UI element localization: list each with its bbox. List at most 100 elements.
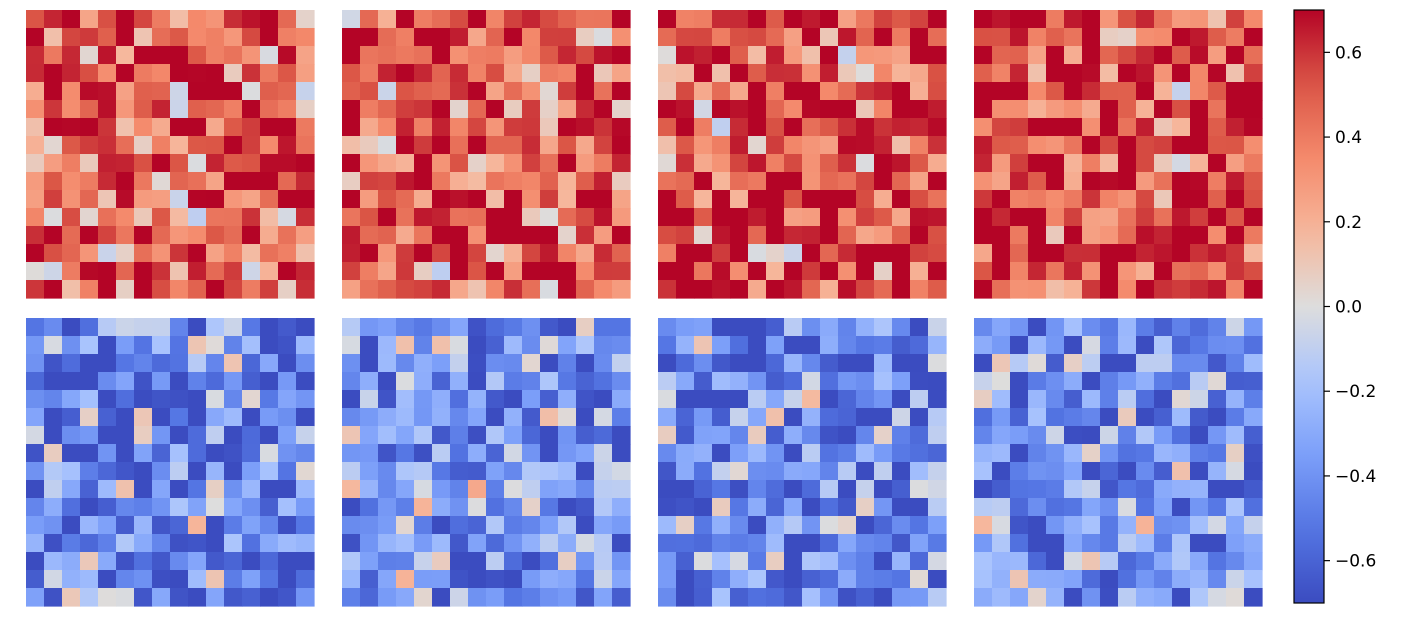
heatmap-cell [910,172,929,191]
heatmap-cell [1010,354,1029,373]
heatmap-cell [1118,390,1137,409]
heatmap-cell [540,336,559,355]
heatmap-cell [414,534,433,553]
heatmap-cell [486,444,505,463]
heatmap-cell [432,136,451,155]
heatmap-cell [1154,208,1173,227]
heatmap-cell [378,46,397,65]
heatmap-cell [730,280,749,299]
heatmap-cell [874,136,893,155]
heatmap-cell [1244,262,1263,281]
heatmap-cell [730,262,749,281]
heatmap-cell [612,208,631,227]
heatmap-cell [1082,118,1101,137]
heatmap-cell [116,136,135,155]
heatmap-cell [224,190,243,209]
heatmap-cell [892,318,911,337]
heatmap-cell [278,390,297,409]
heatmap-cell [1028,118,1047,137]
heatmap-cell [1046,10,1065,29]
heatmap-cell [224,100,243,119]
heatmap-cell [188,516,207,535]
heatmap-cell [928,462,947,481]
heatmap-cell [594,534,613,553]
heatmap-cell [432,390,451,409]
heatmap-cell [224,28,243,47]
heatmap-cell [504,354,523,373]
heatmap-cell [874,444,893,463]
heatmap-cell [1136,570,1155,589]
heatmap-cell [576,226,595,245]
heatmap-cell [928,172,947,191]
heatmap-cell [892,136,911,155]
heatmap-cell [152,480,171,499]
heatmap-cell [612,226,631,245]
heatmap-cell [260,372,279,391]
heatmap-cell [1028,426,1047,445]
heatmap-cell [540,534,559,553]
heatmap-cell [1136,372,1155,391]
heatmap-cell [1244,118,1263,137]
heatmap-cell [1064,534,1083,553]
heatmap-cell [802,262,821,281]
heatmap-cell [432,226,451,245]
heatmap-cell [856,100,875,119]
heatmap-cell [712,64,731,83]
heatmap-cell [188,82,207,101]
heatmap-cell [1010,136,1029,155]
heatmap-cell [784,390,803,409]
heatmap-cell [838,262,857,281]
heatmap-cell [206,172,225,191]
heatmap-cell [892,444,911,463]
heatmap-cell [522,190,541,209]
heatmap-cell [1064,570,1083,589]
heatmap-cell [594,336,613,355]
heatmap-cell [188,462,207,481]
heatmap-cell [594,462,613,481]
heatmap-cell [730,226,749,245]
heatmap-cell [992,354,1011,373]
heatmap-cell [992,570,1011,589]
heatmap-cell [766,552,785,571]
heatmap-cell [838,372,857,391]
heatmap-cell [1028,588,1047,607]
heatmap-cell [224,462,243,481]
heatmap-cell [1028,64,1047,83]
heatmap-cell [694,570,713,589]
heatmap-cell [874,408,893,427]
heatmap-cell [1046,588,1065,607]
heatmap-cell [612,390,631,409]
heatmap-cell [468,100,487,119]
heatmap-cell [612,244,631,263]
heatmap-cell [242,64,261,83]
heatmap-cell [1028,318,1047,337]
heatmap-cell [504,588,523,607]
heatmap-cell [1082,100,1101,119]
heatmap-cell [874,100,893,119]
heatmap-cell [992,516,1011,535]
heatmap-cell [98,390,117,409]
heatmap-cell [80,28,99,47]
heatmap-cell [98,190,117,209]
heatmap-cell [378,100,397,119]
heatmap-cell [748,426,767,445]
heatmap-cell [1046,154,1065,173]
heatmap-cell [504,534,523,553]
heatmap-cell [152,118,171,137]
heatmap-cell [152,570,171,589]
heatmap-cell [1010,444,1029,463]
heatmap-cell [378,354,397,373]
heatmap-cell [242,28,261,47]
heatmap-cell [224,588,243,607]
heatmap-cell [278,462,297,481]
heatmap-cell [278,588,297,607]
heatmap-cell [504,190,523,209]
heatmap-cell [748,118,767,137]
heatmap-cell [432,588,451,607]
heatmap-cell [414,64,433,83]
heatmap-cell [26,390,45,409]
heatmap-cell [820,570,839,589]
heatmap-cell [784,534,803,553]
heatmap-cell [450,318,469,337]
heatmap-cell [378,10,397,29]
